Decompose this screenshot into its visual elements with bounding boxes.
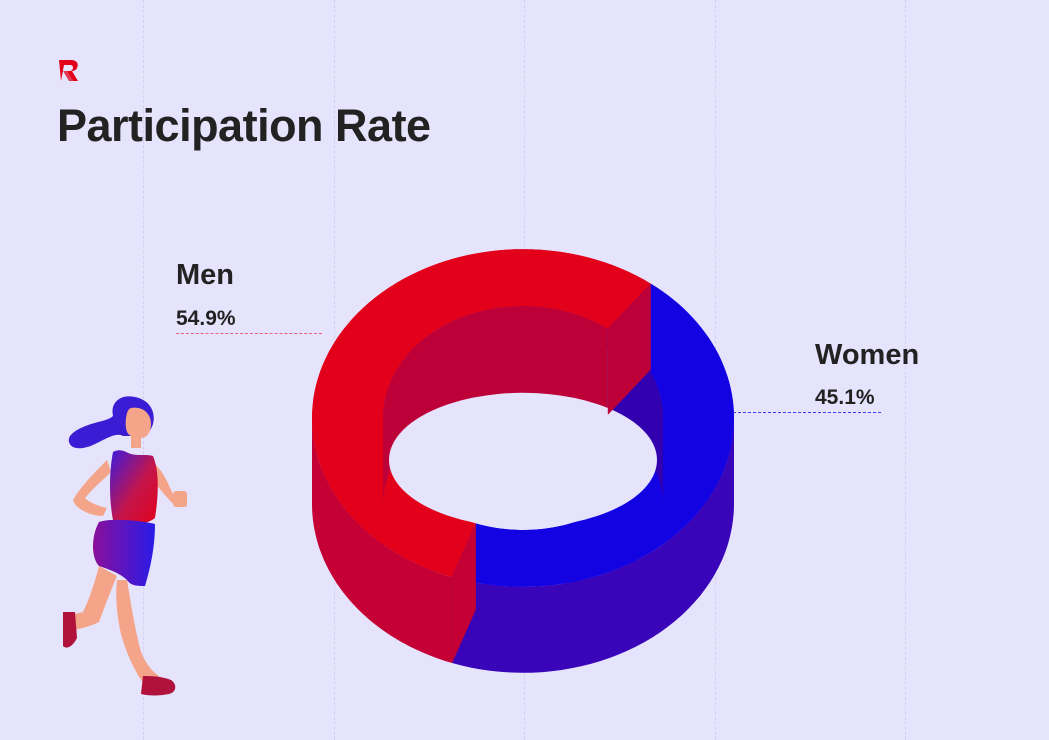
men-value: 54.9% xyxy=(176,307,236,330)
gridline xyxy=(143,0,144,740)
men-outer-wall xyxy=(312,418,453,663)
men-cut-face-upper xyxy=(607,283,651,415)
men-slice-face xyxy=(312,249,651,577)
gridline xyxy=(905,0,906,740)
men-leader-line xyxy=(176,333,322,334)
women-label: Women xyxy=(815,339,920,371)
men-label: Men xyxy=(176,259,234,291)
men-cut-face-lower xyxy=(452,523,476,663)
page-title: Participation Rate xyxy=(57,100,431,151)
women-outer-wall xyxy=(452,418,734,673)
women-value: 45.1% xyxy=(815,386,875,409)
women-leader-line xyxy=(733,412,881,413)
r-logo-icon xyxy=(59,60,78,81)
women-slice-face xyxy=(452,283,734,587)
runner-woman-icon xyxy=(63,396,187,696)
donut-hole-floor xyxy=(389,392,657,528)
men-inner-back-wall xyxy=(383,306,608,504)
